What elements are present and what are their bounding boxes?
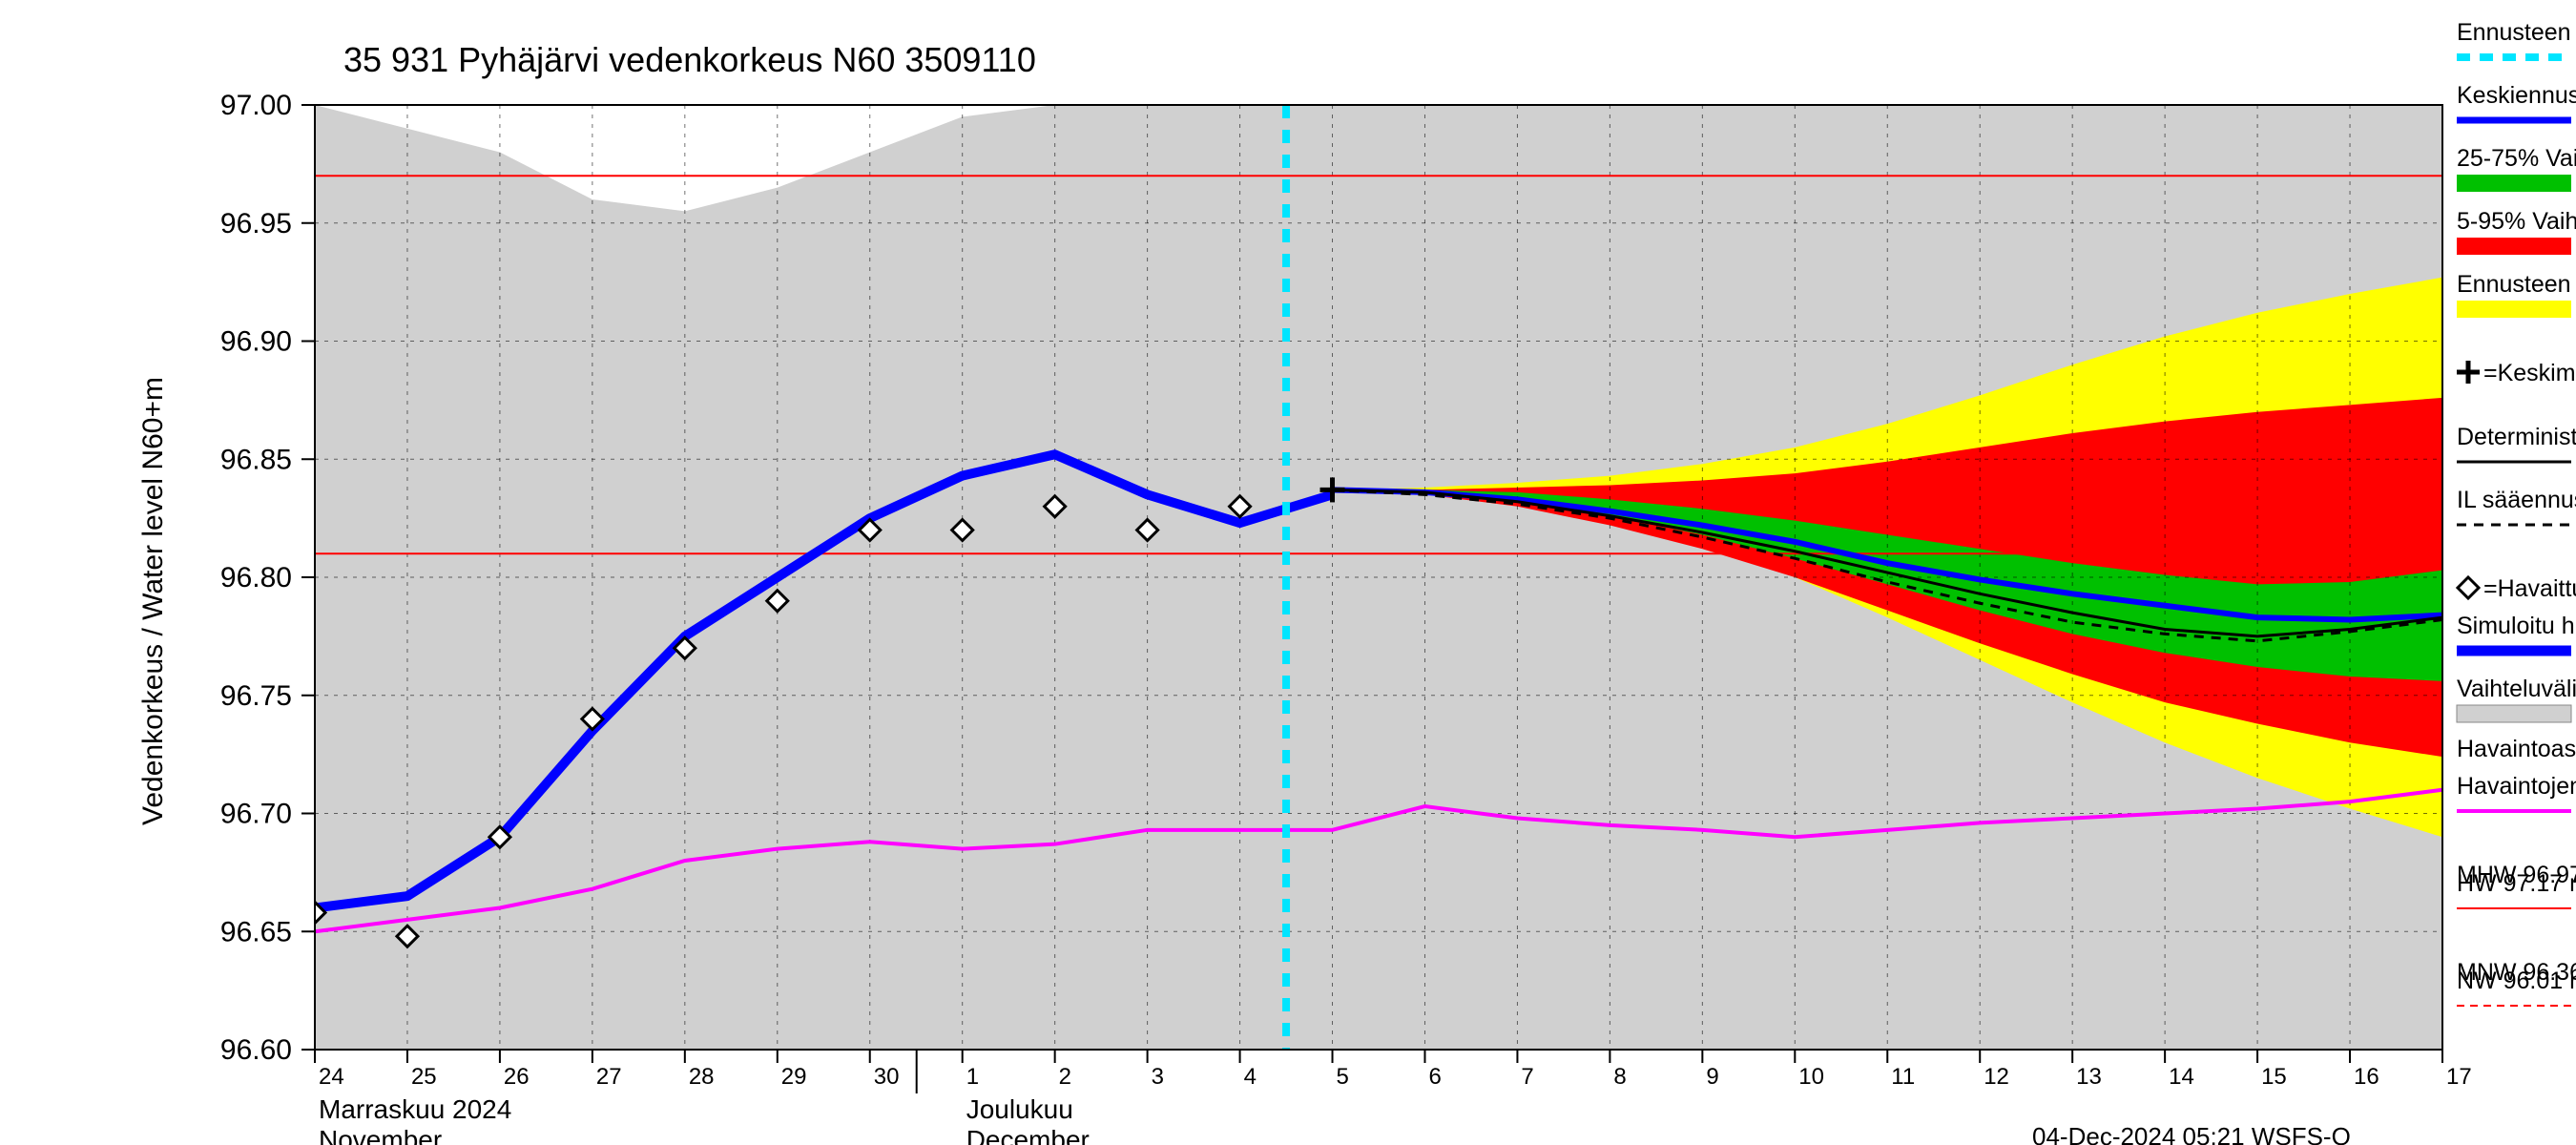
legend-label: HW 97.17 m 29.04.1999	[2457, 870, 2576, 897]
x-tick-label: 15	[2261, 1064, 2287, 1090]
x-tick-label: 24	[319, 1064, 344, 1090]
month1-en: November	[319, 1125, 442, 1145]
y-tick-label: 96.70	[220, 799, 292, 830]
legend-label: Havaintoasema 3509110	[2457, 736, 2576, 762]
y-axis-label: Vedenkorkeus / Water level N60+m	[137, 377, 169, 825]
month2-fi: Joulukuu	[966, 1094, 1073, 1124]
y-tick-label: 96.60	[220, 1034, 292, 1066]
x-tick-label: 10	[1798, 1064, 1824, 1090]
y-tick-label: 96.95	[220, 208, 292, 239]
legend-label: 25-75% Vaihteluväli	[2457, 145, 2576, 172]
x-tick-label: 13	[2076, 1064, 2102, 1090]
x-tick-label: 30	[874, 1064, 900, 1090]
x-tick-label: 6	[1428, 1064, 1441, 1090]
x-tick-label: 12	[1984, 1064, 2009, 1090]
x-tick-label: 3	[1152, 1064, 1164, 1090]
legend-label: 5-95% Vaihteluväli	[2457, 208, 2576, 235]
legend-label: Havaintojen mediaani	[2457, 773, 2576, 800]
footer-timestamp: 04-Dec-2024 05:21 WSFS-O	[2032, 1122, 2351, 1145]
legend-label: Ennusteen vaihteluväli	[2457, 271, 2576, 298]
x-tick-label: 7	[1521, 1064, 1533, 1090]
x-tick-label: 17	[2446, 1064, 2472, 1090]
water-level-forecast-chart: 96.60 96.65 96.70 96.75 96.80 96.85 96.90 96.95…	[0, 0, 2576, 1145]
x-tick-label: 29	[781, 1064, 807, 1090]
month2-en: December	[966, 1125, 1090, 1145]
y-tick-label: 96.65	[220, 916, 292, 947]
x-tick-label: 8	[1613, 1064, 1626, 1090]
x-tick-label: 28	[689, 1064, 715, 1090]
x-tick-label: 1	[966, 1064, 979, 1090]
x-tick-label: 4	[1244, 1064, 1257, 1090]
month1-fi: Marraskuu 2024	[319, 1094, 511, 1124]
y-tick-label: 96.90	[220, 326, 292, 358]
y-tick-label: 96.75	[220, 680, 292, 712]
chart-title: 35 931 Pyhäjärvi vedenkorkeus N60 350911…	[343, 40, 1036, 79]
x-tick-label: 25	[411, 1064, 437, 1090]
legend-label: IL sääennust.perustuva	[2457, 487, 2576, 513]
x-tick-label: 16	[2354, 1064, 2379, 1090]
legend-label: Deterministinen ennuste	[2457, 424, 2576, 450]
legend-label: NW 96.01 m 12.04.2013	[2457, 968, 2576, 994]
x-tick-label: 11	[1891, 1064, 1915, 1090]
legend-label: Ennusteen alku	[2457, 19, 2576, 46]
legend-label: Keskiennuste	[2457, 82, 2576, 109]
x-tick-label: 9	[1706, 1064, 1718, 1090]
legend-label: =Keskimääräinen huippu	[2483, 360, 2576, 386]
x-tick-label: 27	[596, 1064, 622, 1090]
y-tick-label: 96.85	[220, 444, 292, 475]
x-tick-label: 26	[504, 1064, 530, 1090]
y-tick-label: 97.00	[220, 90, 292, 121]
x-tick-label: 2	[1059, 1064, 1071, 1090]
legend-label: Vaihteluväli 1992-2023	[2457, 676, 2576, 702]
y-tick-label: 96.80	[220, 562, 292, 593]
x-tick-label: 5	[1337, 1064, 1349, 1090]
x-tick-label: 14	[2169, 1064, 2194, 1090]
legend-label: Simuloitu historia	[2457, 613, 2576, 639]
legend-label: =Havaittu 3509110	[2483, 575, 2576, 602]
